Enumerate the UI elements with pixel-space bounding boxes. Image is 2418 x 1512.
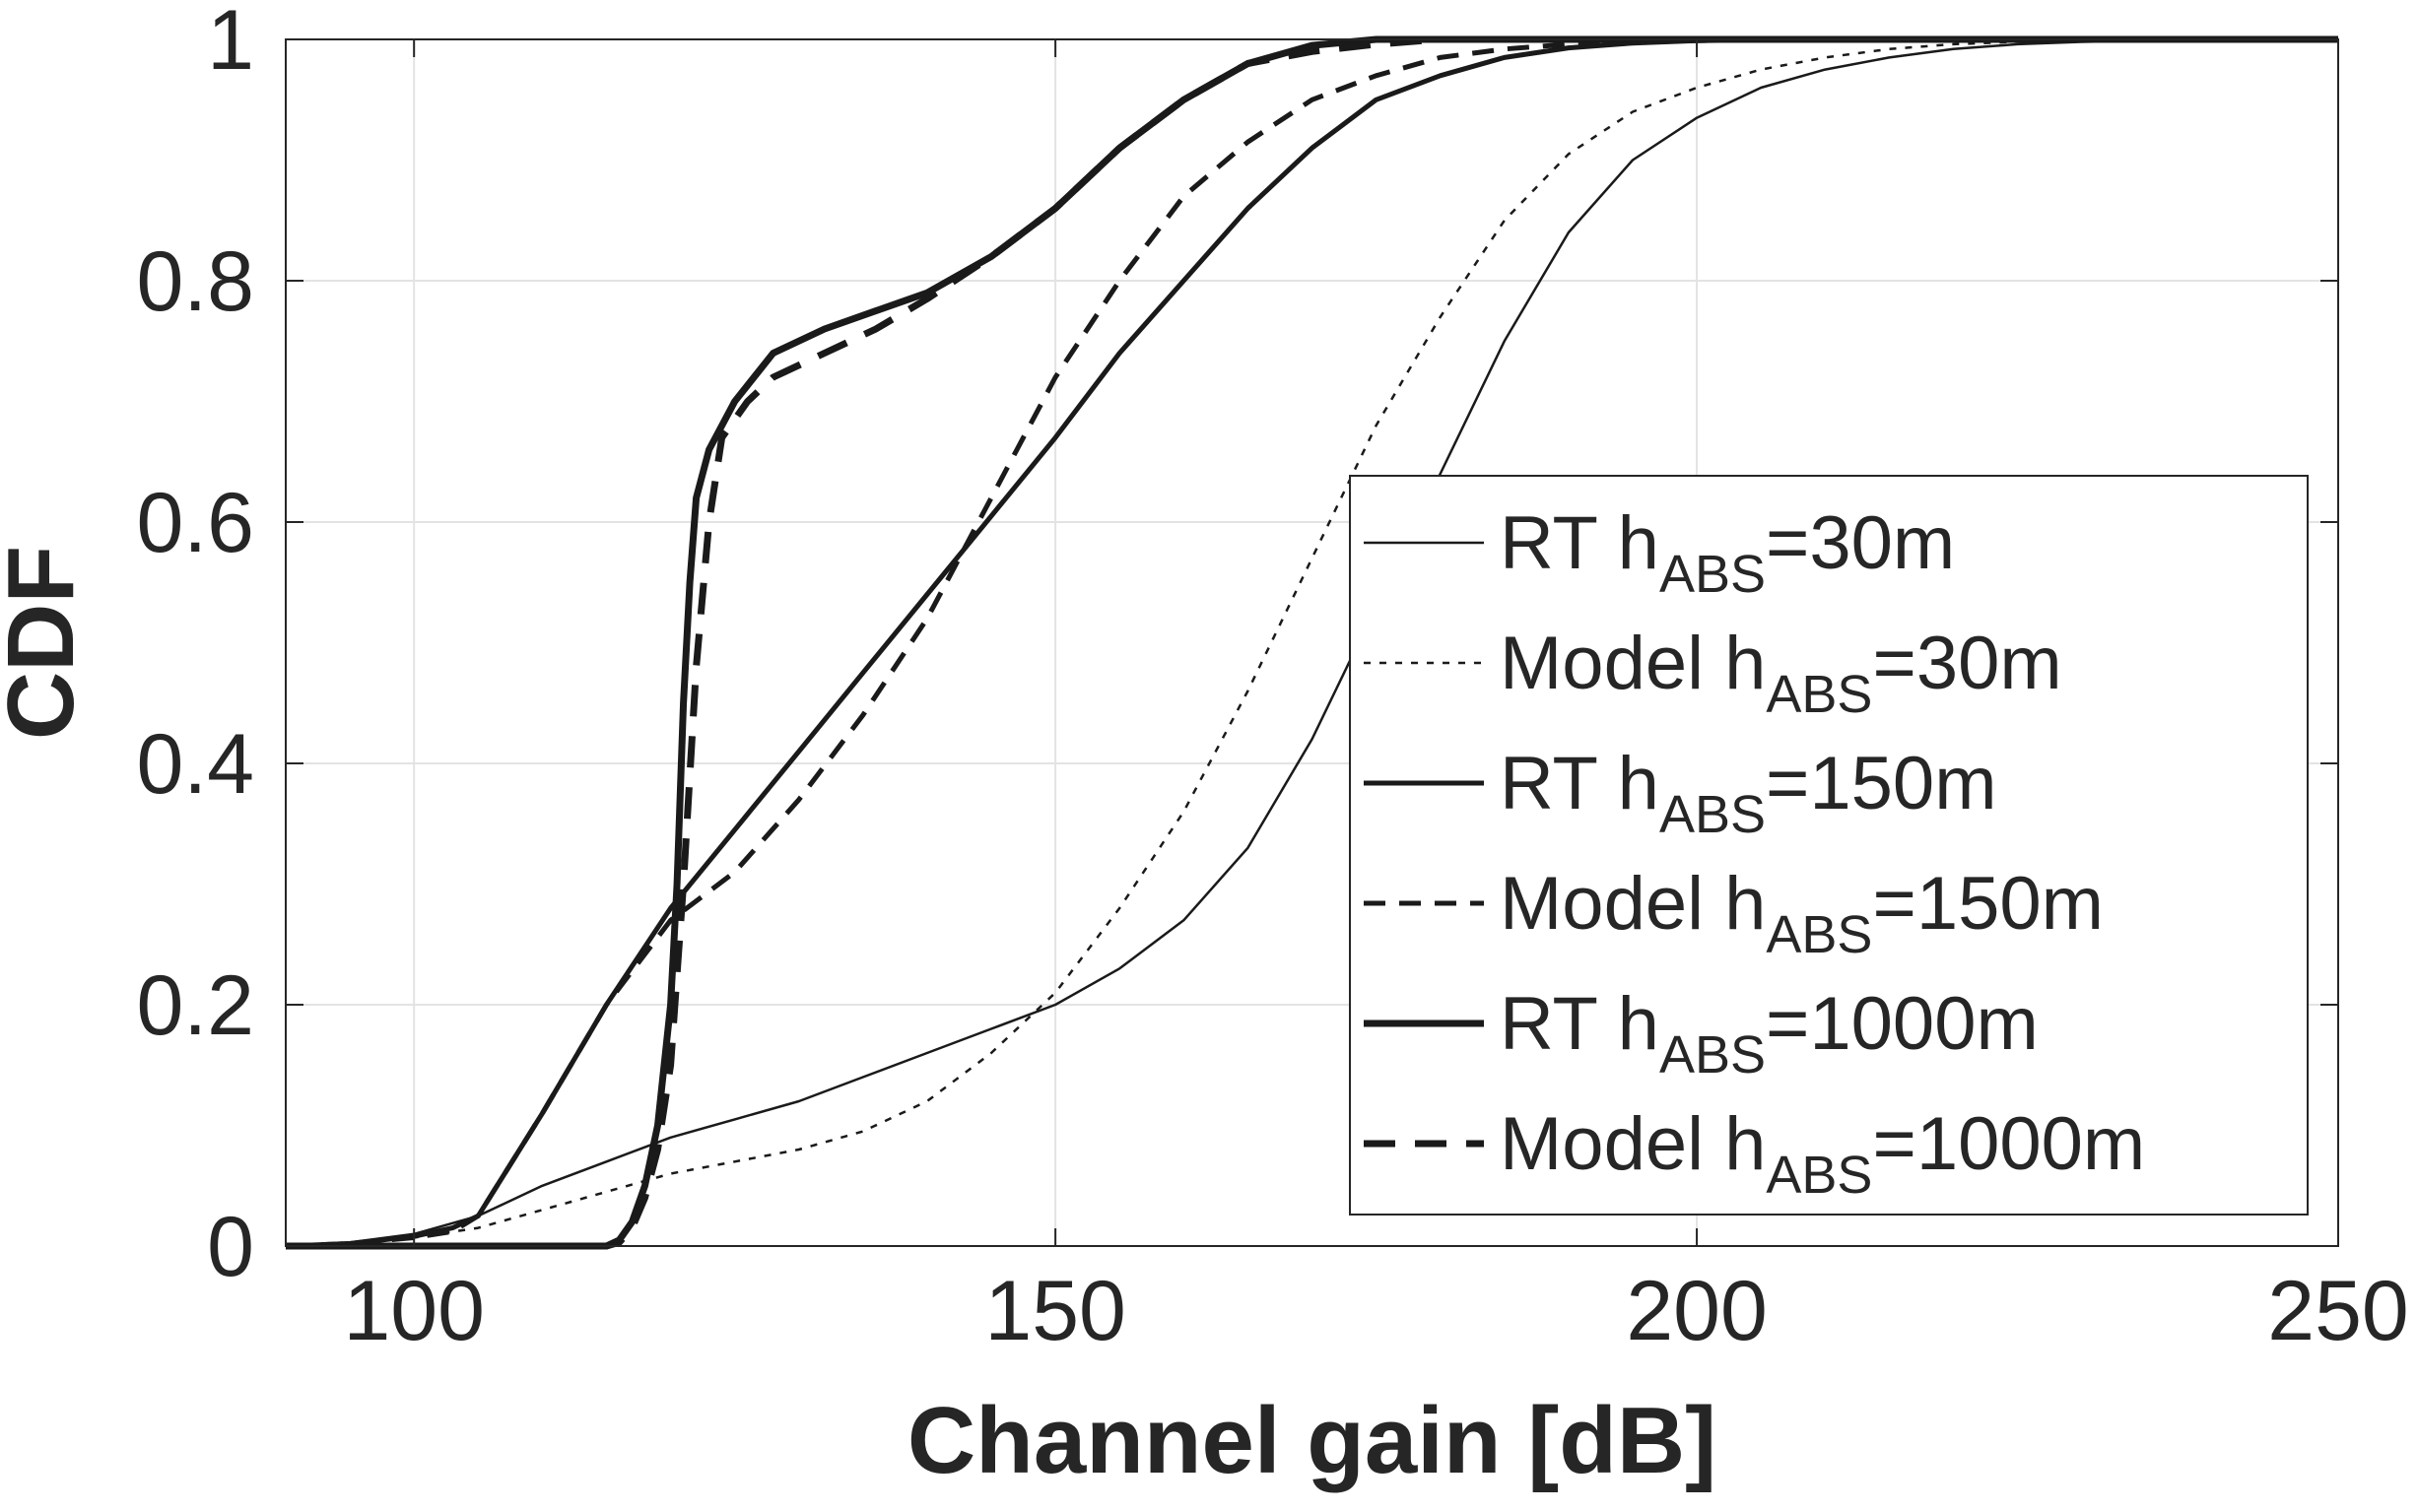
x-axis-label: Channel gain [dB] — [907, 1388, 1716, 1493]
tick-labels: 100 150 200 250 0 0.2 0.4 0.6 0.8 1 — [136, 0, 2408, 1358]
legend-label-prefix: RT h — [1500, 501, 1659, 585]
legend-label-subscript: ABS — [1659, 545, 1766, 604]
legend-label-suffix: =150m — [1766, 742, 1997, 825]
x-tick-label: 100 — [343, 1264, 485, 1358]
axes-box — [285, 38, 2339, 1247]
legend-label-prefix: Model h — [1500, 862, 1766, 946]
series-line-4 — [285, 36, 2338, 1249]
series-line-2 — [285, 37, 2338, 1248]
legend-label-subscript: ABS — [1659, 1025, 1766, 1085]
legend-label-subscript: ABS — [1766, 905, 1872, 964]
legend-label-subscript: ABS — [1766, 1146, 1872, 1205]
x-tick-label: 150 — [984, 1264, 1126, 1358]
y-tick-label: 1 — [207, 0, 254, 88]
legend-label-suffix: =1000m — [1766, 982, 2039, 1066]
series-group — [285, 35, 2338, 1250]
x-tick-label: 200 — [1626, 1264, 1768, 1358]
legend-label-suffix: =1000m — [1872, 1102, 2145, 1186]
legend-entry-5: RT hABS=1000m — [1500, 982, 2039, 1085]
y-tick-label: 0.2 — [136, 958, 254, 1053]
legend-entry-1: RT hABS=30m — [1500, 501, 1955, 604]
legend-entry-6: Model hABS=1000m — [1500, 1102, 2145, 1205]
legend-label-subscript: ABS — [1659, 785, 1766, 844]
legend-label-prefix: Model h — [1500, 622, 1766, 705]
legend-label-prefix: RT h — [1500, 982, 1659, 1066]
y-axis-label: CDF — [0, 546, 94, 740]
series-line-6 — [286, 35, 2338, 1250]
legend-entry-3: RT hABS=150m — [1500, 742, 1997, 844]
x-tick-label: 250 — [2267, 1264, 2409, 1358]
legend-box — [1349, 475, 2309, 1216]
y-tick-label: 0.8 — [136, 234, 254, 329]
legend-entry-2: Model hABS=30m — [1500, 622, 2062, 724]
legend-label-prefix: Model h — [1500, 1102, 1766, 1186]
legend-label-suffix: =150m — [1872, 862, 2104, 946]
tick-marks — [286, 38, 2339, 1247]
legend-label-subscript: ABS — [1766, 665, 1872, 724]
series-line-1 — [285, 37, 2338, 1248]
legend-entry-4: Model hABS=150m — [1500, 862, 2104, 964]
legend-label-prefix: RT h — [1500, 742, 1659, 825]
legend-label-suffix: =30m — [1766, 501, 1955, 585]
y-tick-label: 0.4 — [136, 717, 254, 812]
legend-label-suffix: =30m — [1872, 622, 2061, 705]
y-tick-label: 0 — [207, 1200, 254, 1294]
y-tick-label: 0.6 — [136, 476, 254, 570]
